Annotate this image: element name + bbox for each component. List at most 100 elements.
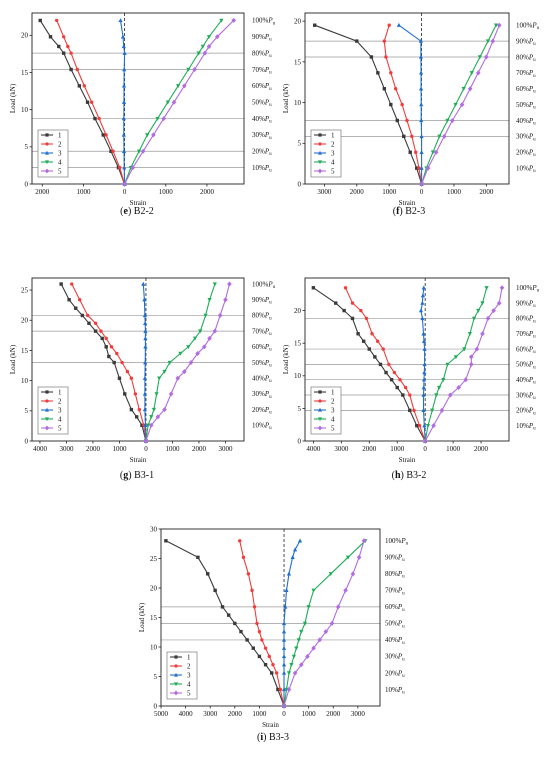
ref-level-label: 40%Pu [252,375,272,385]
data-point [241,555,246,560]
data-point [171,99,177,105]
ref-level-label: 50%Pu [252,359,272,369]
data-point [117,165,122,170]
data-point [299,629,304,634]
data-point [281,687,287,692]
data-point [133,392,138,396]
data-point [145,423,151,428]
ref-level-label: 30%Pu [516,133,536,143]
legend-marker [45,133,49,137]
data-point [141,281,146,286]
data-point [111,149,115,153]
ref-level-label: 50%Pu [516,361,536,371]
data-point [140,423,144,428]
y-axis-title: Load (kN) [282,344,290,374]
ref-level-label: 50%Pu [252,99,272,109]
data-point [145,133,150,138]
data-point [350,301,355,305]
data-point [219,18,224,23]
data-point [38,18,42,23]
series-line [60,283,147,442]
data-point [87,321,91,325]
x-tick-label: 2000 [228,710,243,718]
data-point [421,377,427,382]
data-point [408,408,412,413]
data-point [491,308,496,314]
data-point [335,604,341,610]
data-point [260,638,264,642]
x-tick-label: 0 [423,445,427,453]
data-point [298,662,304,668]
data-point [361,538,367,544]
data-point [376,71,380,75]
x-tick-label: 2000 [326,710,341,718]
data-point [441,378,446,383]
y-tick-label: 0 [25,180,29,188]
data-point [350,316,355,321]
data-point [431,423,436,429]
data-point [143,320,148,325]
ref-level-label: 50%Pu [516,101,536,111]
legend-label: 1 [58,131,62,139]
series-2 [238,539,286,708]
ref-level-label: 70%Pu [252,66,272,76]
data-point [375,339,380,343]
data-point [281,703,287,709]
data-point [168,391,174,397]
legend-label: 3 [187,671,191,679]
x-axis-title: Strain [399,456,416,464]
data-point [477,55,482,60]
data-point [196,555,200,560]
ref-level-label: 80%Pu [252,49,272,59]
y-tick-label: 5 [298,140,302,148]
x-tick-label: 2000 [474,445,489,453]
data-point [405,118,409,123]
legend-label: 3 [331,406,335,414]
x-tick-label: 1000 [76,188,91,196]
x-tick-label: 1000 [302,710,317,718]
data-point [283,604,288,609]
legend-marker [45,142,49,146]
x-tick-label: 2000 [86,445,101,453]
data-point [93,321,98,325]
y-tick-label: 0 [298,180,302,188]
data-point [142,297,147,302]
data-point [134,415,139,419]
ref-level-label: 10%Pu [516,164,536,174]
series-5 [419,22,502,187]
data-point [186,67,191,72]
ref-level-label: 20%Pu [252,406,272,416]
x-tick-label: 3000 [59,445,74,453]
chart-h: 10%Pu 20%Pu 30%Pu 40%Pu 50%Pu 60%Pu 70%Pu 80%Pu… [282,277,540,481]
legend-marker [174,655,178,659]
legend-marker [174,682,178,687]
data-point [381,347,385,351]
data-point [93,329,98,333]
legend-marker [318,417,322,422]
y-tick-label: 30 [150,525,158,533]
data-point [182,83,187,89]
data-point [329,620,335,626]
data-point [198,329,203,334]
ref-level-label: 100%Pu [252,17,276,27]
series-4 [423,286,489,444]
data-point [161,116,167,122]
plot-frame [304,277,510,442]
data-point [151,132,156,138]
data-point [207,298,212,303]
data-point [227,281,232,287]
data-point [401,393,405,397]
data-point [61,35,66,39]
data-point [453,102,458,107]
y-tick-label: 20 [294,307,302,315]
legend-marker [45,160,49,165]
data-point [239,629,243,634]
data-point [176,84,181,89]
data-point [417,166,421,170]
data-point [70,282,74,286]
ref-level-label: 60%Pu [516,85,536,95]
series-3 [118,18,127,186]
data-point [317,637,323,643]
legend-marker [45,390,49,394]
legend-marker [318,407,322,412]
